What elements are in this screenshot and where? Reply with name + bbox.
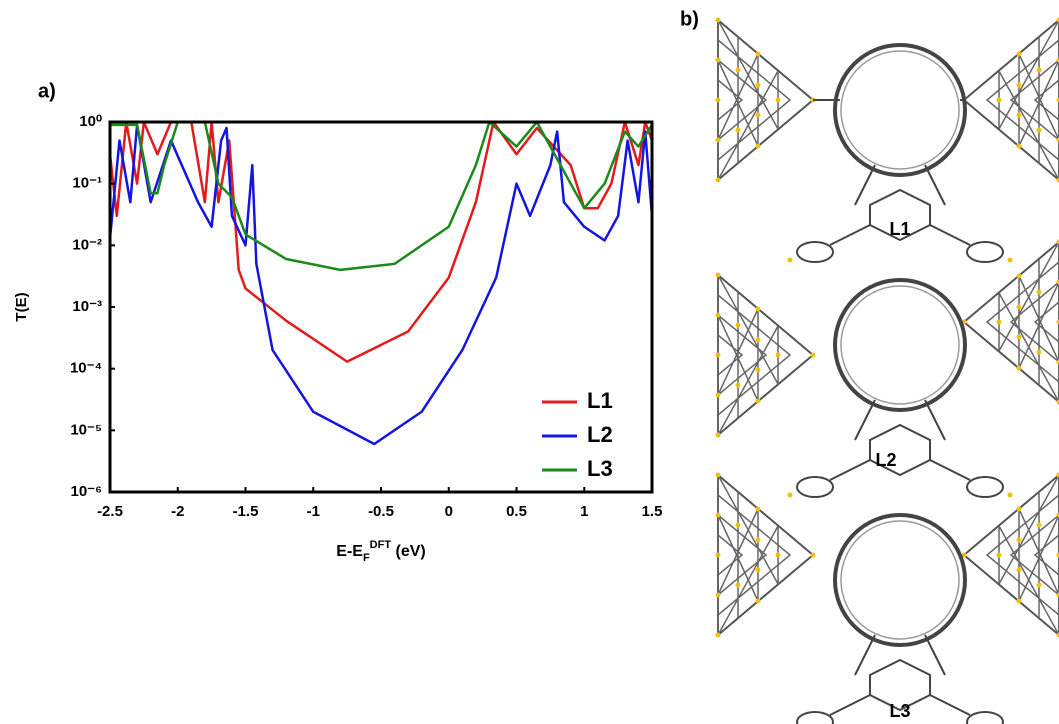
molecule-label: L2 xyxy=(875,450,896,470)
series-line xyxy=(110,122,652,362)
legend-label: L3 xyxy=(587,456,613,481)
y-tick-label: 10⁻² xyxy=(72,236,102,253)
y-axis-label: T(E) xyxy=(13,292,30,321)
figure: a) b) T(E) E-EFDFT (eV) L1 L2 L3 -2.5 -2 -… xyxy=(0,0,1059,724)
y-tick-label: 10⁻¹ xyxy=(72,175,102,192)
x-tick-label: 1.5 xyxy=(642,503,663,520)
x-tick-label: 1 xyxy=(580,503,588,520)
x-tick-label: -0.5 xyxy=(368,503,394,520)
x-tick-label: 0.5 xyxy=(506,503,527,520)
x-tick-label: 0 xyxy=(445,503,453,520)
molecule-l1 xyxy=(716,18,1059,263)
panel-label: a) xyxy=(38,80,56,102)
series-line xyxy=(110,125,652,444)
molecule-label: L1 xyxy=(889,219,910,239)
x-tick-label: -2.5 xyxy=(97,503,123,520)
panel-label: b) xyxy=(680,8,699,30)
legend-label: L1 xyxy=(587,388,613,413)
y-tick-label: 10⁰ xyxy=(79,113,102,130)
y-tick-label: 10⁻⁴ xyxy=(70,360,102,377)
y-tick-label: 10⁻⁵ xyxy=(70,421,102,438)
molecule-l3 xyxy=(716,473,1059,724)
y-tick-label: 10⁻⁶ xyxy=(70,483,102,500)
x-axis-label: E-EFDFT (eV) xyxy=(336,539,425,564)
legend-label: L2 xyxy=(587,422,613,447)
x-tick-label: -1 xyxy=(307,503,320,520)
molecule-label: L3 xyxy=(889,701,910,721)
y-tick-label: 10⁻³ xyxy=(72,298,102,315)
x-tick-label: -1.5 xyxy=(233,503,259,520)
x-tick-label: -2 xyxy=(171,503,184,520)
series-line xyxy=(110,122,652,270)
